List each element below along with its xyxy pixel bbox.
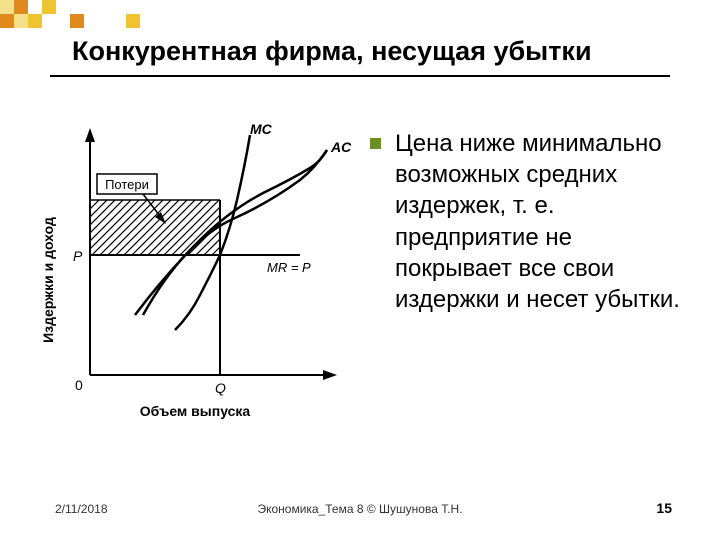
footer-page-number: 15 [656,500,672,516]
footer-center: Экономика_Тема 8 © Шушунова Т.Н. [0,502,720,516]
y-axis-label: Издержки и доход [40,217,56,343]
x-axis-label: Объем выпуска [140,403,251,419]
economics-chart: Потери MC AC MR = P P 0 Q Издержки и дох… [35,120,355,440]
bullet-text: Цена ниже минимально возможных средних и… [395,128,680,315]
bullet-area: Цена ниже минимально возможных средних и… [355,120,680,440]
p-label: P [73,248,83,264]
bullet-icon [370,138,381,149]
corner-decoration [0,0,180,40]
loss-label: Потери [105,177,149,192]
ac-label: AC [330,139,352,155]
mc-label: MC [250,121,273,137]
mr-label: MR = P [267,260,311,275]
q-label: Q [215,380,226,396]
slide-title: Конкурентная фирма, несущая убытки [72,36,680,67]
title-underline [50,75,670,77]
origin-label: 0 [75,377,83,393]
content-area: Потери MC AC MR = P P 0 Q Издержки и дох… [35,120,680,440]
